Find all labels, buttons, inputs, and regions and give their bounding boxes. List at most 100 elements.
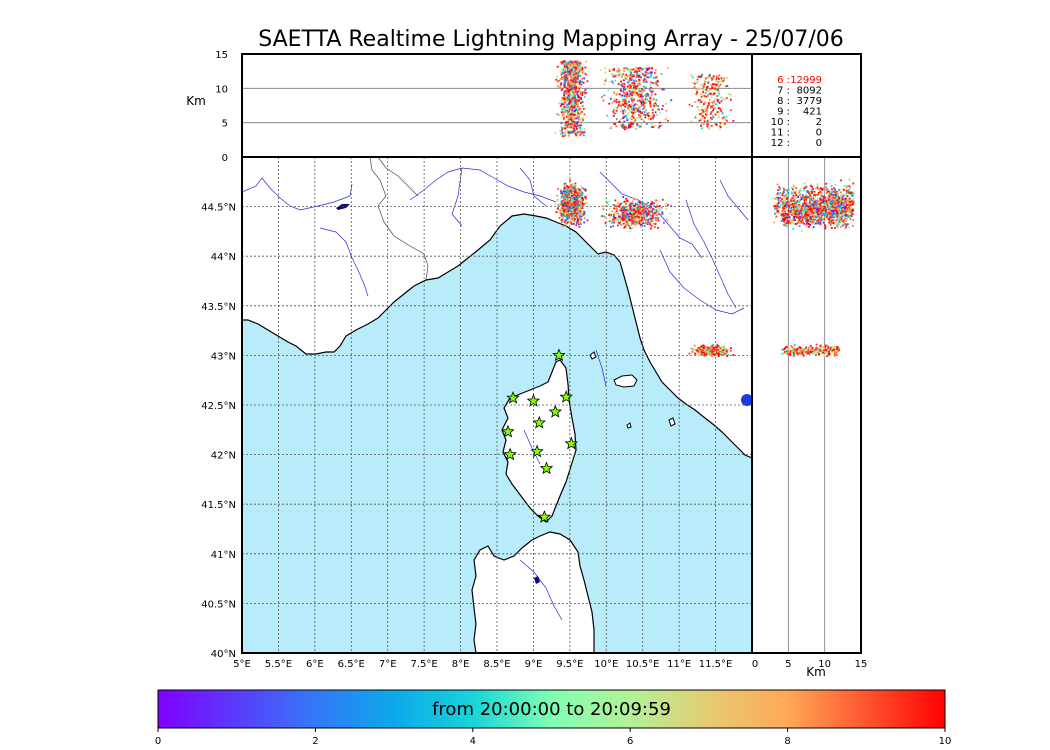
lightning-source xyxy=(570,81,573,84)
lightning-source xyxy=(776,210,779,212)
lightning-source xyxy=(577,75,580,78)
lightning-source xyxy=(571,113,574,116)
lightning-source xyxy=(851,192,854,195)
lightning-source xyxy=(556,85,559,87)
lightning-source xyxy=(575,105,578,108)
lightning-source xyxy=(641,95,644,98)
lightning-source xyxy=(559,189,562,191)
lightning-source xyxy=(821,217,824,219)
lightning-source xyxy=(577,114,579,117)
lightning-source xyxy=(643,74,646,77)
lightning-source xyxy=(625,75,628,77)
lightning-source xyxy=(651,213,654,215)
lightning-source xyxy=(632,222,635,225)
lightning-source xyxy=(566,92,569,94)
lightning-source xyxy=(658,209,661,212)
lightning-source xyxy=(697,351,700,353)
lightning-source xyxy=(560,89,563,92)
lightning-source xyxy=(811,213,813,216)
lightning-source xyxy=(639,112,642,114)
lightning-source xyxy=(565,110,568,113)
lightning-source xyxy=(845,186,848,189)
lightning-source xyxy=(561,131,564,134)
lightning-source xyxy=(843,212,846,215)
lightning-source xyxy=(808,201,811,204)
lightning-source xyxy=(726,121,729,124)
lightning-source xyxy=(717,353,720,356)
lightning-source xyxy=(839,218,842,221)
lightning-source xyxy=(641,88,643,91)
lightning-source xyxy=(809,195,812,197)
lightning-source xyxy=(646,112,648,115)
lightning-source xyxy=(629,103,632,106)
lightning-source xyxy=(562,110,565,113)
lightning-source xyxy=(560,129,563,132)
lightning-source xyxy=(784,194,787,197)
lightning-source xyxy=(577,203,579,206)
lightning-source xyxy=(579,81,581,84)
lightning-source xyxy=(602,208,605,211)
lightning-source xyxy=(700,117,703,120)
lightning-source xyxy=(803,200,806,203)
lightning-source xyxy=(846,190,848,193)
lightning-source xyxy=(836,190,839,193)
lightning-source xyxy=(566,211,568,214)
lightning-source xyxy=(725,119,728,122)
lightning-source xyxy=(579,91,582,94)
lightning-source xyxy=(794,219,797,221)
lightning-source xyxy=(832,208,835,210)
lightning-source xyxy=(639,95,642,98)
lightning-source xyxy=(827,201,830,204)
lightning-source xyxy=(642,113,645,116)
lightning-source xyxy=(629,212,632,214)
lightning-source xyxy=(724,97,727,100)
lightning-source xyxy=(725,350,728,353)
lightning-source xyxy=(831,194,834,197)
altitude-unit-label: Km xyxy=(186,94,206,108)
lightning-source xyxy=(704,108,707,111)
map-lightning-points xyxy=(554,178,735,358)
lightning-source xyxy=(782,203,785,205)
station-star-icon xyxy=(548,404,563,418)
lightning-source xyxy=(696,106,699,108)
lightning-source xyxy=(618,222,621,225)
lightning-source xyxy=(630,68,633,71)
lightning-source xyxy=(706,76,709,79)
lightning-source xyxy=(652,125,655,128)
map-panel: 5°E 5.5°E 6°E 6.5°E 7°E 7.5°E 8°E 8.5°E 9°E 9.5°E… xyxy=(201,156,753,670)
lightning-source xyxy=(849,194,852,196)
lightning-source xyxy=(642,217,645,220)
lightning-source xyxy=(848,226,851,229)
lightning-source xyxy=(812,196,815,199)
lightning-source xyxy=(813,216,815,219)
lightning-source xyxy=(565,106,568,109)
lightning-source xyxy=(642,81,645,83)
lightning-source xyxy=(573,91,575,94)
lightning-source xyxy=(623,83,626,85)
lightning-source xyxy=(617,202,620,205)
lightning-source xyxy=(851,199,854,202)
lightning-source xyxy=(795,215,798,218)
lightning-source xyxy=(647,117,650,120)
lightning-source xyxy=(651,109,654,111)
lightning-source xyxy=(798,199,801,202)
lightning-source xyxy=(569,178,572,181)
station-count-label: 11 : xyxy=(771,128,790,139)
lightning-source xyxy=(806,214,809,217)
lightning-source xyxy=(709,101,712,104)
lightning-source xyxy=(570,102,573,104)
lightning-source xyxy=(837,214,839,217)
lightning-source xyxy=(711,114,714,117)
lightning-source xyxy=(657,105,660,107)
lightning-source xyxy=(654,223,657,225)
lightning-source xyxy=(642,79,645,82)
lightning-source xyxy=(848,185,851,188)
lightning-source xyxy=(630,97,633,100)
lightning-source xyxy=(826,204,829,206)
lightning-source xyxy=(786,219,789,222)
lightning-source xyxy=(849,205,852,208)
lightning-source xyxy=(631,111,633,114)
lightning-source xyxy=(573,120,575,123)
lightning-source xyxy=(623,95,626,97)
lightning-source xyxy=(612,74,615,77)
